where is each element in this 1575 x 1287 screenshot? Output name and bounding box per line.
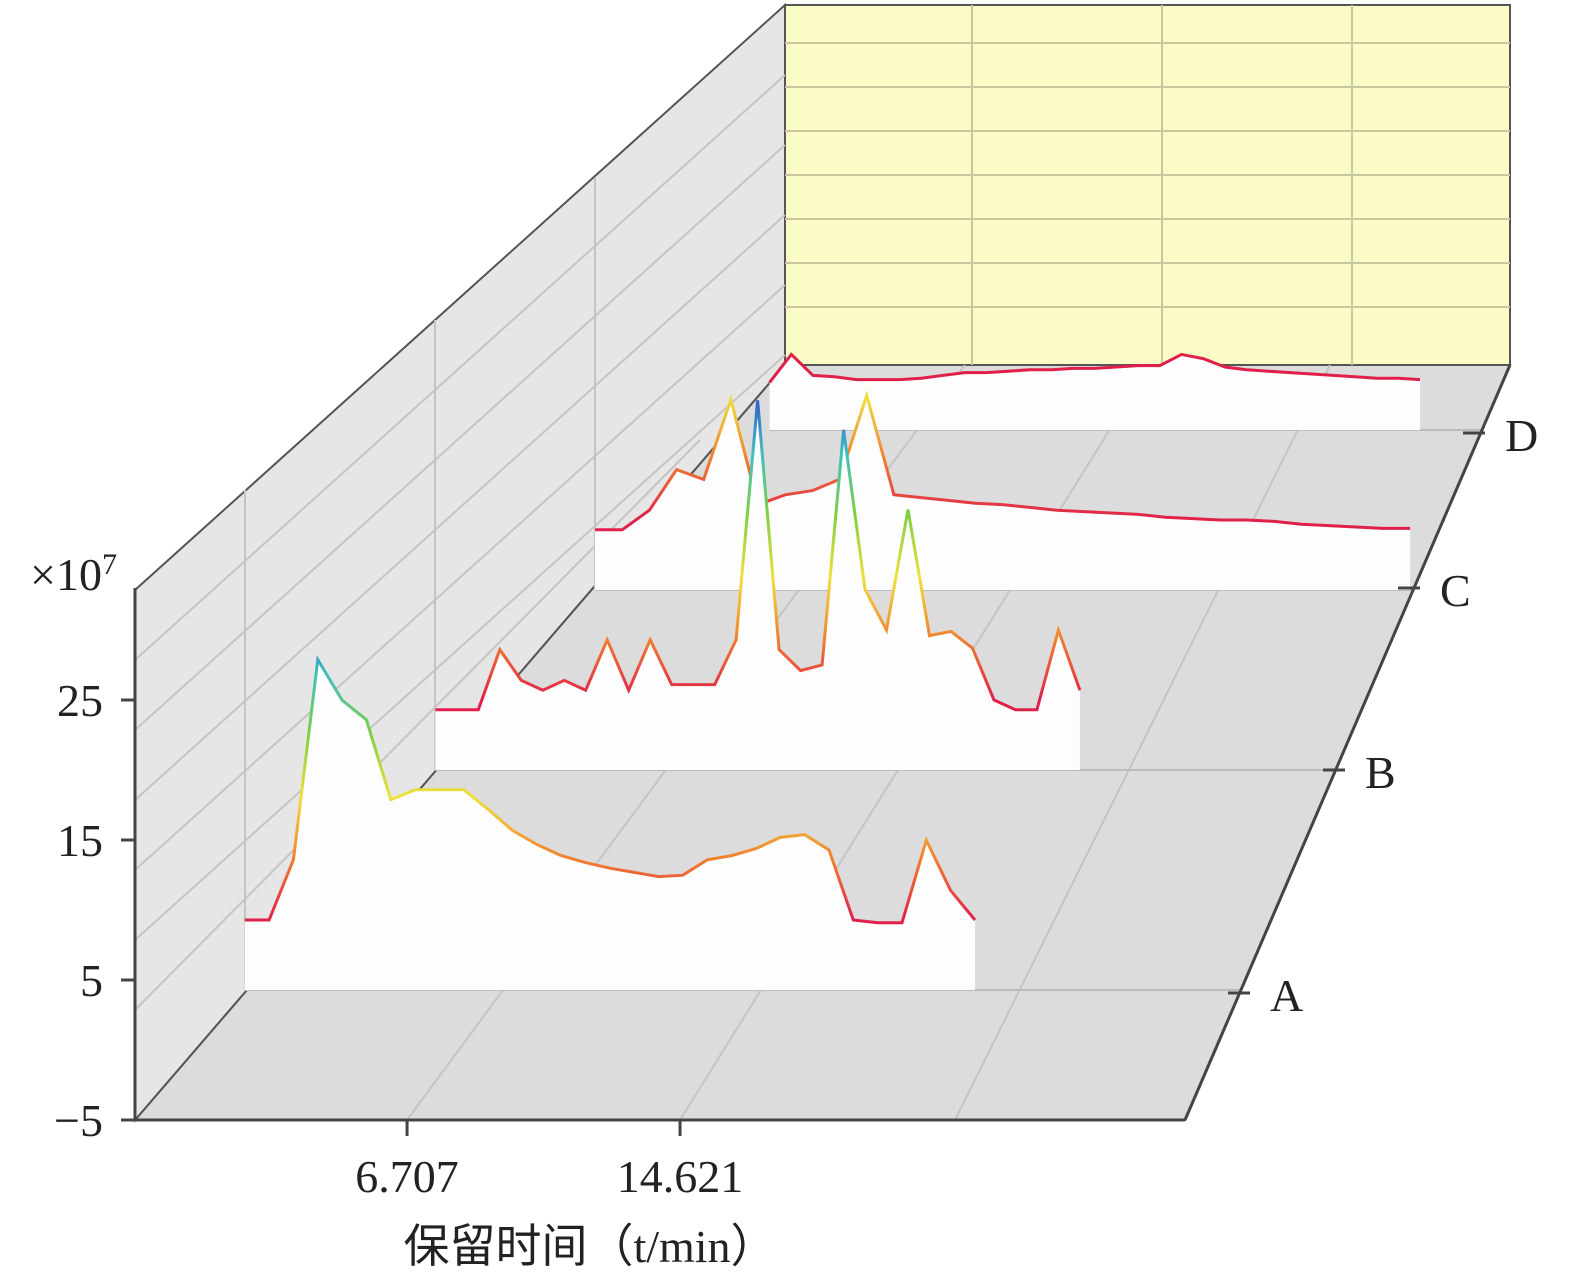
planes bbox=[244, 352, 1483, 991]
back-wall-grid bbox=[785, 5, 1510, 365]
ticks: −5 5 15 25 6.707 14.621 D C B A bbox=[54, 410, 1538, 1202]
plane-curtain bbox=[244, 659, 976, 990]
x-label: 保留时间（t/min） bbox=[403, 1221, 776, 1272]
y-tick-label: 15 bbox=[57, 815, 103, 866]
y-multiplier: ×107 bbox=[30, 548, 117, 600]
legend-label: D bbox=[1505, 410, 1538, 461]
y-tick-label: −5 bbox=[54, 1095, 103, 1146]
back-wall bbox=[784, 4, 1511, 366]
plane-curtain bbox=[435, 400, 1080, 770]
legend-label: C bbox=[1440, 565, 1471, 616]
series-line bbox=[435, 400, 1082, 712]
x-tick-label: 14.621 bbox=[617, 1151, 744, 1202]
plane-curtain bbox=[769, 354, 1421, 430]
y-tick-label: 25 bbox=[57, 675, 103, 726]
plane-curtain bbox=[595, 395, 1411, 590]
y-tick-label: 5 bbox=[80, 955, 103, 1006]
legend-label: A bbox=[1270, 970, 1303, 1021]
legend-label: B bbox=[1365, 747, 1396, 798]
series-line bbox=[768, 352, 1421, 384]
x-tick-label: 6.707 bbox=[355, 1151, 459, 1202]
series-line bbox=[244, 655, 977, 925]
series-line bbox=[595, 390, 1411, 532]
